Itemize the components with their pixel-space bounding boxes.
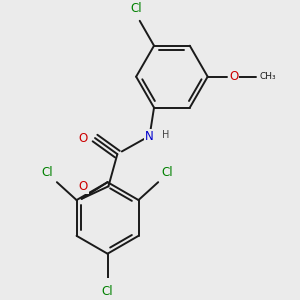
Text: Cl: Cl [130, 2, 142, 15]
Text: O: O [79, 181, 88, 194]
Text: O: O [79, 131, 88, 145]
Text: O: O [229, 70, 239, 83]
Text: Cl: Cl [162, 166, 173, 178]
Text: H: H [162, 130, 169, 140]
Text: CH₃: CH₃ [260, 72, 276, 81]
Text: Cl: Cl [102, 285, 113, 298]
Text: N: N [145, 130, 154, 143]
Text: Cl: Cl [42, 166, 53, 178]
